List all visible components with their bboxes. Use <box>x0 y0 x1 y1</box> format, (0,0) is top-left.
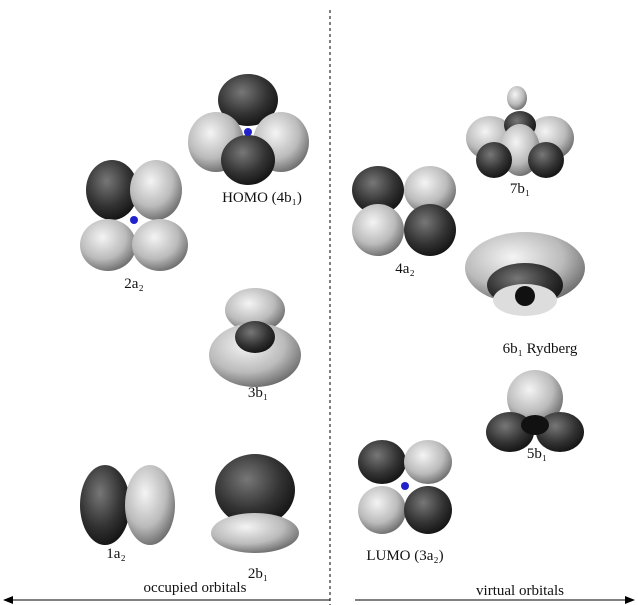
orbital-label: 2b₁ <box>248 566 268 582</box>
axis-label: virtual orbitals <box>476 583 564 599</box>
orbital-2b1 <box>211 454 299 553</box>
orbital-label: 2a₂ <box>124 276 143 292</box>
orbital-2a2 <box>80 160 188 271</box>
axis-label: occupied orbitals <box>144 580 247 596</box>
orbital-label: 6b₁ Rydberg <box>503 341 578 357</box>
orbital-label: LUMO (3a₂) <box>366 548 443 564</box>
orbital-lumo <box>358 440 452 534</box>
figure: HOMO (4b₁) 2a₂ 3b₁ 1a₂ 2b₁ 7b₁ 4a₂ 6b₁ R… <box>0 0 638 605</box>
orbital-1a2 <box>80 465 175 545</box>
orbital-6b1 <box>465 232 585 316</box>
orbital-label: 3b₁ <box>248 385 268 401</box>
orbital-label: 4a₂ <box>395 261 414 277</box>
orbital-7b1 <box>466 86 574 178</box>
orbital-label: HOMO (4b₁) <box>222 190 302 206</box>
orbital-5b1 <box>486 370 584 452</box>
orbital-label: 7b₁ <box>510 181 530 197</box>
orbital-label: 5b₁ <box>527 446 547 462</box>
orbital-label: 1a₂ <box>106 546 125 562</box>
orbital-homo <box>188 74 309 185</box>
orbital-4a2 <box>352 166 456 256</box>
orbital-3b1 <box>209 288 301 387</box>
